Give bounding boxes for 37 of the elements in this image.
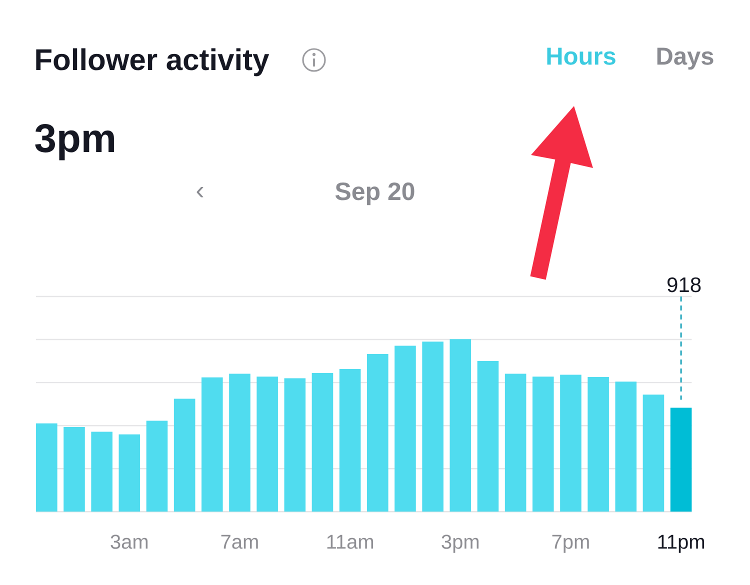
chart-title: Follower activity: [36, 48, 270, 76]
bar: [64, 426, 85, 512]
bar: [118, 434, 140, 512]
bar: [36, 423, 58, 512]
data-label: 918: [668, 277, 701, 292]
bar: [367, 354, 388, 512]
bar: [256, 376, 278, 512]
bar: [477, 361, 499, 512]
bar: [450, 339, 472, 512]
text: Days: [657, 48, 714, 70]
bar: [146, 420, 168, 512]
bar: [91, 432, 112, 512]
bar: [588, 377, 609, 512]
bar: [504, 374, 526, 512]
bar: [394, 346, 416, 512]
text: Hours: [547, 48, 616, 65]
bar: [422, 342, 444, 512]
bar: [615, 382, 637, 512]
bar: [312, 373, 334, 512]
bar: [284, 378, 306, 512]
bar: [670, 408, 692, 512]
bar: [174, 398, 196, 512]
text: Sep 20: [335, 182, 414, 206]
x-tick-label: 7pm: [552, 534, 589, 553]
x-tick-label: 3pm: [442, 534, 479, 553]
text: ‹: [196, 187, 204, 198]
x-tick-label: 11am: [327, 534, 374, 549]
x-tick-label: 11pm: [658, 534, 704, 553]
x-tick-label: 3am: [110, 534, 148, 549]
text: 3pm: [35, 124, 114, 160]
bar: [202, 377, 223, 512]
bar: [229, 374, 250, 512]
x-tick-label: 7am: [221, 534, 258, 549]
bar: [560, 374, 582, 512]
bar: [532, 376, 554, 512]
bar: [642, 394, 664, 512]
bar: [339, 368, 361, 512]
